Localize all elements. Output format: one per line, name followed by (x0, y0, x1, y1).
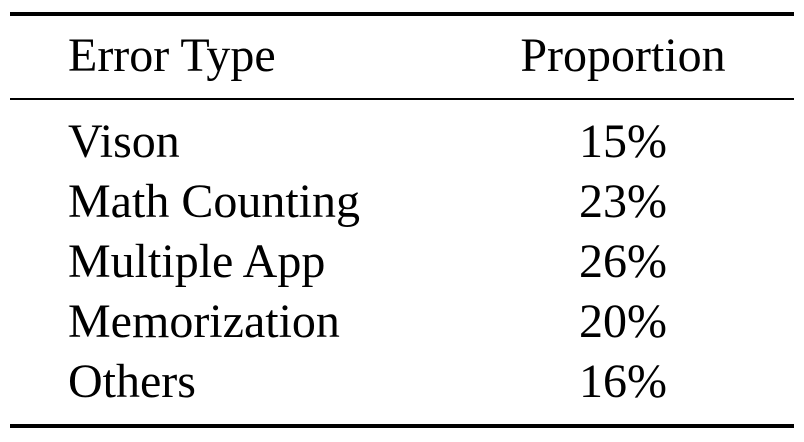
proportion-cell: 26% (579, 235, 667, 288)
table-row: Others 16% (10, 352, 794, 412)
error-type-cell: Others (68, 355, 196, 408)
header-proportion: Proportion (520, 29, 726, 82)
proportion-cell: 20% (579, 295, 667, 348)
proportion-cell: 16% (579, 355, 667, 408)
table-row: Math Counting 23% (10, 172, 794, 232)
error-proportion-table: Error Type Proportion Vison 15% Math Cou… (10, 12, 794, 430)
error-type-cell: Math Counting (68, 175, 361, 228)
error-type-cell: Vison (68, 115, 180, 168)
table-header-rule (10, 98, 794, 100)
header-error-type: Error Type (68, 29, 276, 82)
table-row: Vison 15% (10, 112, 794, 172)
error-type-cell: Multiple App (68, 235, 326, 288)
table-top-rule (10, 12, 794, 16)
proportion-cell: 15% (579, 115, 667, 168)
table-row: Memorization 20% (10, 292, 794, 352)
table-row: Multiple App 26% (10, 232, 794, 292)
table-header-row: Error Type Proportion (10, 26, 794, 86)
proportion-cell: 23% (579, 175, 667, 228)
table-bottom-rule (10, 424, 794, 428)
error-type-cell: Memorization (68, 295, 340, 348)
